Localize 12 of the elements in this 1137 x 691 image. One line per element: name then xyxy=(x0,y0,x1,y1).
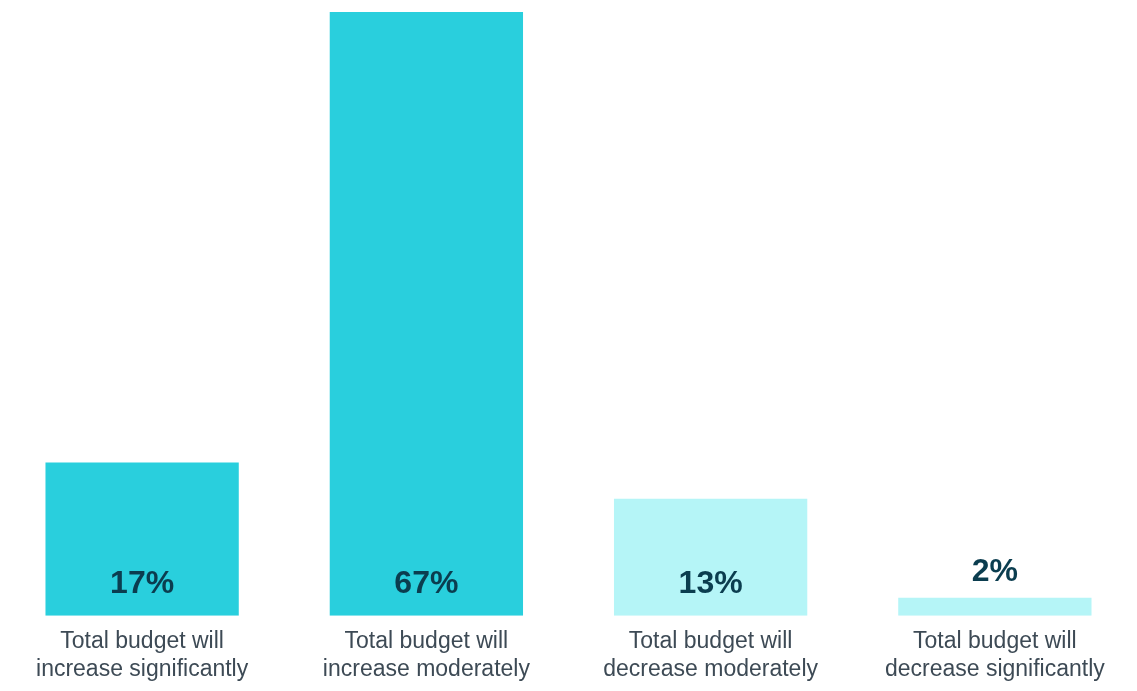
x-tick-label: Total budget will decrease significantly xyxy=(884,626,1106,681)
data-label: 2% xyxy=(971,551,1018,588)
data-label: 17% xyxy=(110,563,175,600)
data-label: 13% xyxy=(678,563,743,600)
bar xyxy=(613,498,808,616)
bar xyxy=(329,12,524,616)
x-tick-label: Total budget will increase moderately xyxy=(322,626,531,681)
bar xyxy=(45,462,239,616)
data-label: 67% xyxy=(394,563,459,600)
x-tick-label: Total budget will decrease moderately xyxy=(603,626,819,681)
bar xyxy=(898,597,1092,616)
x-tick-label: Total budget will increase significantly xyxy=(36,626,249,681)
